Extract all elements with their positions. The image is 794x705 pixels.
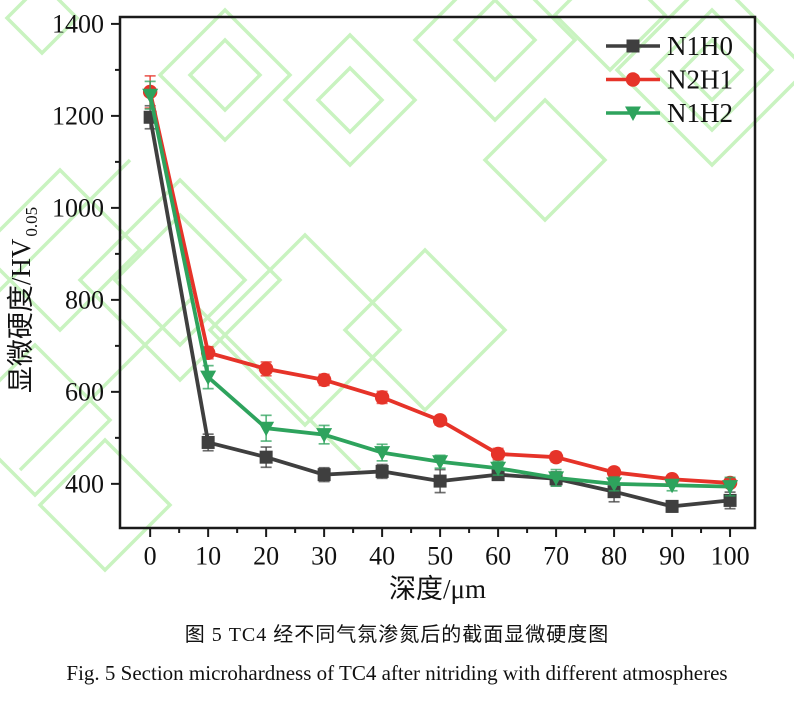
data-point-marker bbox=[317, 468, 331, 482]
data-point-marker bbox=[316, 372, 332, 388]
data-point-marker bbox=[258, 361, 274, 377]
data-point-marker bbox=[432, 455, 449, 470]
data-point-marker bbox=[625, 72, 641, 87]
data-point-marker bbox=[723, 493, 737, 507]
data-point-marker bbox=[722, 480, 739, 495]
y-tick-label: 1000 bbox=[52, 193, 104, 222]
x-tick-label: 90 bbox=[659, 541, 685, 570]
data-point-marker bbox=[259, 450, 273, 464]
data-point-marker bbox=[258, 421, 275, 437]
x-tick-label: 70 bbox=[543, 541, 569, 570]
plot-area: 0 10 20 30 40 50 60 70 80 90 100 400 600 800 1000 1200 1… bbox=[6, 9, 757, 604]
data-point-marker bbox=[665, 499, 679, 513]
legend-label-N1H0: N1H0 bbox=[667, 31, 733, 61]
data-point-marker bbox=[548, 449, 564, 465]
data-point-marker bbox=[625, 106, 641, 121]
x-tick-label: 100 bbox=[711, 541, 750, 570]
x-tick-label: 30 bbox=[311, 541, 337, 570]
x-tick-label: 10 bbox=[195, 541, 221, 570]
data-point-marker bbox=[626, 39, 640, 53]
data-point-marker bbox=[432, 413, 448, 428]
data-point-marker bbox=[374, 446, 391, 461]
figure-caption-english: Fig. 5 Section microhardness of TC4 afte… bbox=[66, 661, 728, 685]
watermark-pattern bbox=[0, 0, 794, 573]
data-point-marker bbox=[433, 474, 447, 488]
y-axis-title: 显微硬度/HV0.05 bbox=[6, 207, 41, 393]
legend-label-N1H2: N1H2 bbox=[667, 98, 733, 128]
legend-label-N2H1: N2H1 bbox=[667, 65, 733, 95]
y-tick-label: 1200 bbox=[52, 101, 104, 130]
x-axis-title: 深度/μm bbox=[389, 574, 486, 604]
y-tick-label: 400 bbox=[65, 469, 104, 498]
data-point-marker bbox=[316, 428, 333, 443]
plot-border bbox=[118, 15, 757, 530]
x-tick-label: 80 bbox=[601, 541, 627, 570]
data-point-marker bbox=[490, 461, 507, 477]
data-point-marker bbox=[374, 390, 390, 405]
data-point-marker bbox=[606, 477, 623, 492]
data-point-marker bbox=[142, 88, 159, 104]
y-tick-label: 1400 bbox=[52, 9, 104, 38]
data-point-marker bbox=[490, 446, 506, 462]
microhardness-line-chart: 0 10 20 30 40 50 60 70 80 90 100 400 600 800 1000 1200 1… bbox=[0, 0, 794, 604]
data-point-marker bbox=[201, 435, 215, 449]
data-point-marker bbox=[606, 465, 622, 480]
y-tick-label: 800 bbox=[65, 285, 104, 314]
data-point-marker bbox=[375, 464, 389, 478]
x-tick-label: 50 bbox=[427, 541, 453, 570]
series-line-N1H2 bbox=[148, 94, 731, 489]
data-point-marker bbox=[664, 478, 681, 494]
x-tick-label: 0 bbox=[144, 541, 157, 570]
series-line-N1H0 bbox=[148, 116, 731, 509]
x-tick-label: 40 bbox=[369, 541, 395, 570]
y-tick-label: 600 bbox=[65, 377, 104, 406]
x-tick-label: 60 bbox=[485, 541, 511, 570]
x-tick-label: 20 bbox=[253, 541, 279, 570]
data-point-marker bbox=[548, 471, 565, 486]
data-point-marker bbox=[200, 370, 217, 386]
figure-caption-chinese: 图 5 TC4 经不同气氛渗氮后的截面显微硬度图 bbox=[184, 624, 610, 646]
